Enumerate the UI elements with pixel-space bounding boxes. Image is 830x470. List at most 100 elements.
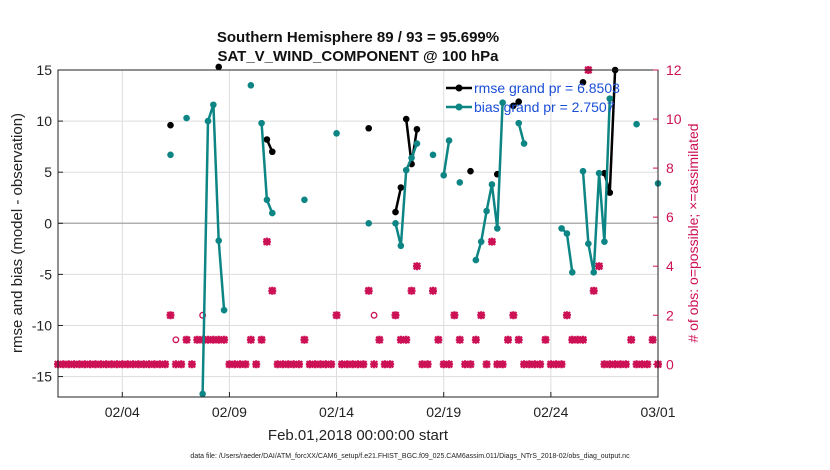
bias-point (499, 99, 506, 106)
x-tick-label: 02/09 (212, 404, 247, 420)
bias-point (558, 225, 565, 232)
y-tick-label: -10 (32, 317, 52, 333)
rmse-point (397, 184, 405, 191)
obs-plus-mark (187, 360, 196, 369)
obs-assimilated-marker (643, 360, 652, 369)
obs-plus-mark (268, 286, 277, 295)
plot-background (58, 70, 658, 397)
obs-assimilated-marker (375, 335, 384, 344)
bias-point (585, 240, 592, 248)
y-tick-label: 5 (44, 164, 52, 180)
obs-plus-mark (643, 360, 652, 369)
bias-point (606, 95, 614, 102)
obs-assimilated-marker (429, 286, 437, 295)
footnote: data file: /Users/raeder/DAI/ATM_forcXX/… (190, 453, 630, 460)
obs-assimilated-marker (182, 335, 191, 344)
bias-point (397, 242, 405, 250)
obs-assimilated-marker (246, 335, 255, 344)
obs-assimilated-marker (471, 335, 480, 344)
obs-plus-mark (386, 360, 395, 369)
rmse-point (268, 148, 276, 156)
obs-plus-mark (359, 360, 368, 369)
obs-plus-mark (300, 335, 309, 344)
obs-assimilated-marker (557, 360, 566, 369)
obs-assimilated-marker (466, 360, 475, 369)
obs-plus-mark (477, 311, 486, 320)
obs-possible-marker (199, 311, 207, 319)
obs-assimilated-marker (562, 311, 571, 320)
obs-assimilated-marker (359, 360, 368, 369)
obs-plus-mark (482, 360, 491, 369)
bias-point (633, 120, 640, 128)
obs-plus-mark (364, 286, 373, 295)
series-line-layer (167, 63, 662, 398)
obs-plus-mark (412, 262, 421, 271)
obs-plus-mark (541, 335, 550, 344)
y2-tick-label: 2 (666, 307, 674, 323)
chart-subtitle: SAT_V_WIND_COMPONENT @ 100 hPa (217, 48, 499, 65)
obs-assimilated-marker (332, 311, 341, 320)
obs-plus-mark (514, 335, 523, 344)
bias-point (579, 167, 587, 175)
y-tick-label: -15 (32, 369, 52, 385)
x-tick-label: 02/04 (105, 404, 140, 420)
obs-plus-mark (177, 360, 186, 369)
legend-rmse-marker (455, 84, 463, 92)
obs-assimilated-marker (648, 335, 657, 344)
bias-point (445, 137, 453, 144)
obs-plus-mark (509, 311, 518, 320)
bias-point (440, 171, 448, 179)
obs-plus-mark (445, 360, 454, 369)
obs-plus-mark (375, 335, 384, 344)
obs-assimilated-marker (541, 335, 550, 344)
bias-line (517, 122, 526, 144)
legend-bias-label: bias grand pr = 2.7507 (474, 99, 615, 115)
obs-plus-mark (161, 360, 170, 369)
chart-title: Southern Hemisphere 89 / 93 = 95.699% (217, 29, 499, 46)
x-tick-label: 02/24 (533, 404, 568, 420)
obs-plus-mark (257, 335, 266, 344)
obs-plus-mark (252, 360, 261, 369)
obs-plus-mark (332, 311, 341, 320)
obs-plus-mark (391, 311, 400, 320)
rmse-line (394, 187, 403, 213)
obs-assimilated-marker (300, 335, 309, 344)
bias-point (215, 237, 223, 244)
obs-assimilated-marker (257, 335, 266, 344)
rmse-point (606, 189, 614, 196)
bias-point (568, 269, 576, 276)
obs-plus-mark (295, 360, 304, 369)
obs-assimilated-marker (589, 286, 598, 295)
bias-line (581, 98, 612, 274)
rmse-point (263, 136, 271, 143)
obs-plus-mark (504, 335, 512, 344)
rmse-point (215, 63, 223, 71)
rmse-point (392, 208, 399, 216)
y-tick-label: 10 (36, 113, 52, 129)
obs-plus-mark (471, 335, 480, 344)
bias-point (493, 225, 501, 232)
obs-assimilated-marker (450, 311, 459, 320)
obs-assimilated-marker (455, 335, 464, 344)
obs-assimilated-marker (504, 335, 512, 344)
obs-plus-mark (246, 335, 255, 344)
bias-point (413, 140, 421, 147)
rmse-point (413, 125, 421, 133)
obs-assimilated-marker (498, 360, 507, 369)
obs-plus-mark (557, 360, 566, 369)
obs-plus-mark (182, 335, 191, 344)
obs-plus-mark (498, 360, 507, 369)
obs-plus-mark (648, 335, 657, 344)
bias-point (402, 166, 410, 174)
bias-point (301, 196, 308, 204)
obs-assimilated-marker (627, 335, 636, 344)
obs-assimilated-marker (407, 286, 416, 295)
obs-assimilated-marker (364, 286, 373, 295)
bias-point (268, 209, 276, 217)
legend: rmse grand pr = 6.8503 bias grand pr = 2… (446, 80, 620, 115)
obs-assimilated-marker (482, 360, 491, 369)
obs-assimilated-marker (370, 360, 379, 369)
bias-point (515, 119, 523, 127)
bias-point (204, 117, 212, 125)
obs-assimilated-marker (434, 335, 443, 344)
